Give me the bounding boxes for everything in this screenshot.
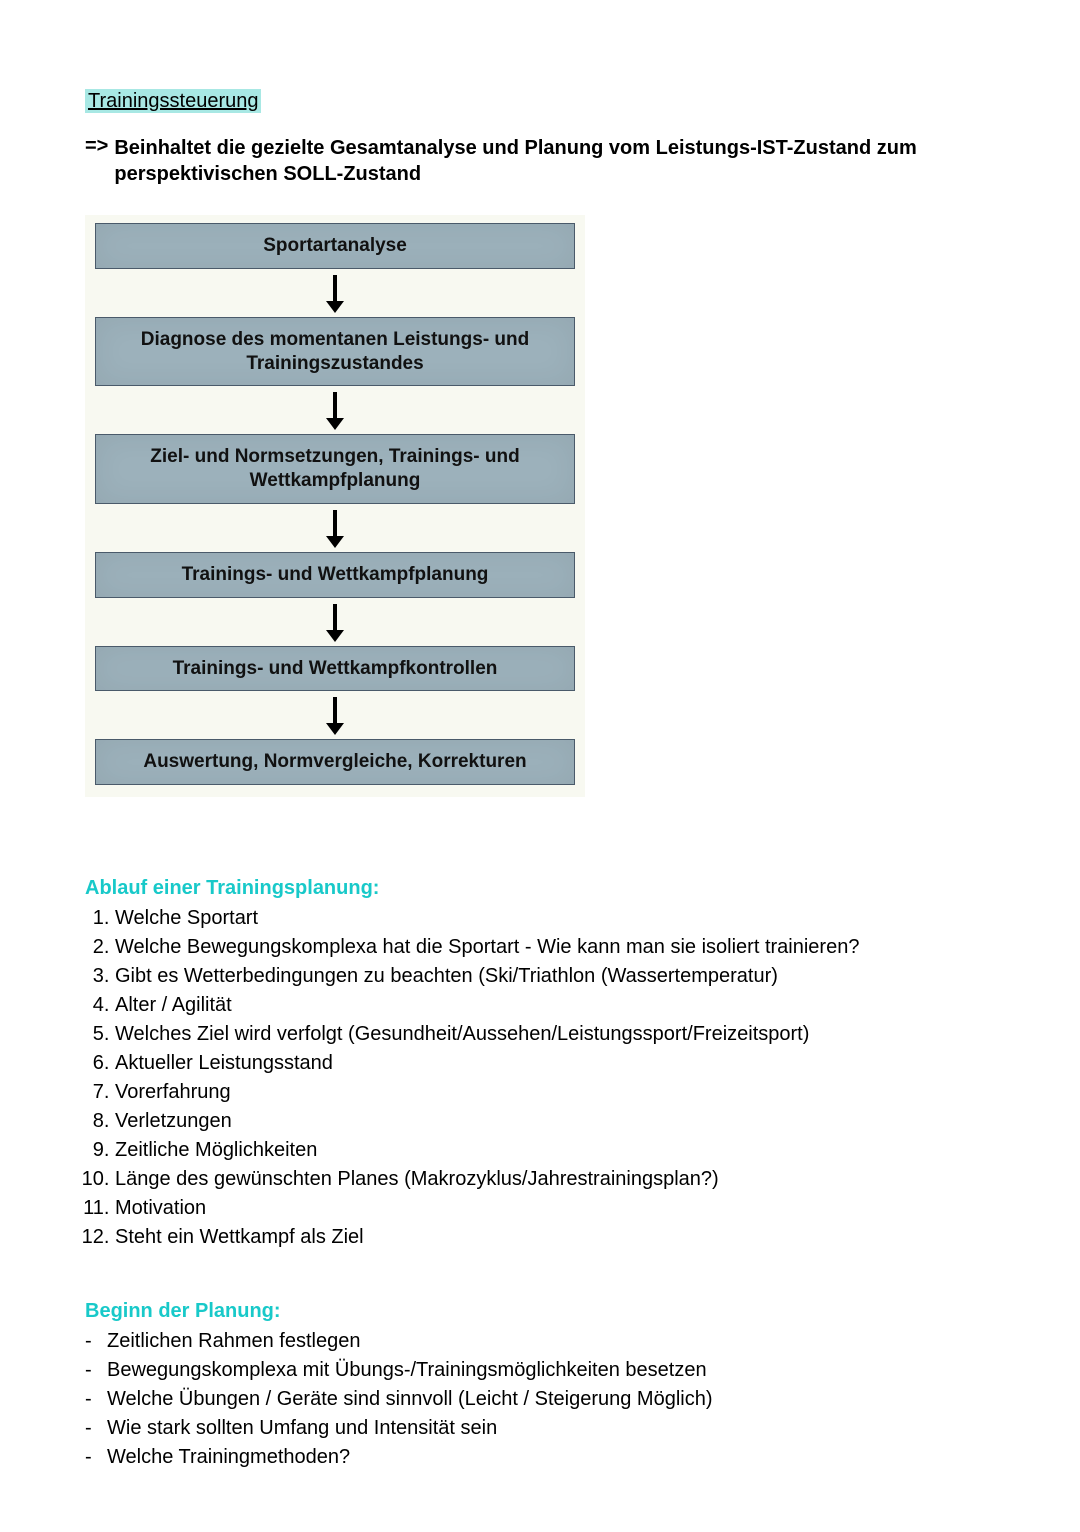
ablauf-item: Motivation bbox=[115, 1194, 995, 1223]
ablauf-item: Verletzungen bbox=[115, 1107, 995, 1136]
lead-text: Beinhaltet die gezielte Gesamtanalyse un… bbox=[114, 135, 995, 187]
flowchart-node: Diagnose des momentanen Leistungs- und T… bbox=[95, 317, 575, 387]
down-arrow-icon bbox=[95, 598, 575, 646]
flowchart-node: Trainings- und Wettkampfplanung bbox=[95, 552, 575, 598]
section-heading-beginn: Beginn der Planung: bbox=[85, 1300, 995, 1323]
dash-icon: - bbox=[85, 1357, 107, 1384]
beginn-item-text: Welche Trainingmethoden? bbox=[107, 1444, 350, 1471]
dash-icon: - bbox=[85, 1444, 107, 1471]
beginn-item: -Zeitlichen Rahmen festlegen bbox=[85, 1327, 995, 1356]
ablauf-list: Welche SportartWelche Bewegungskomplexa … bbox=[85, 904, 995, 1252]
beginn-item: -Bewegungskomplexa mit Übungs-/Trainings… bbox=[85, 1356, 995, 1385]
flowchart-node: Trainings- und Wettkampfkontrollen bbox=[95, 646, 575, 692]
section-heading-ablauf: Ablauf einer Trainingsplanung: bbox=[85, 877, 995, 900]
beginn-item: -Wie stark sollten Umfang und Intensität… bbox=[85, 1414, 995, 1443]
dash-icon: - bbox=[85, 1386, 107, 1413]
beginn-item: -Welche Trainingmethoden? bbox=[85, 1443, 995, 1472]
down-arrow-icon bbox=[95, 691, 575, 739]
ablauf-item: Alter / Agilität bbox=[115, 991, 995, 1020]
dash-icon: - bbox=[85, 1415, 107, 1442]
ablauf-item: Vorerfahrung bbox=[115, 1078, 995, 1107]
ablauf-item: Steht ein Wettkampf als Ziel bbox=[115, 1223, 995, 1252]
beginn-item-text: Wie stark sollten Umfang und Intensität … bbox=[107, 1415, 497, 1442]
flowchart-node: Sportartanalyse bbox=[95, 223, 575, 269]
beginn-item-text: Welche Übungen / Geräte sind sinnvoll (L… bbox=[107, 1386, 713, 1413]
down-arrow-icon bbox=[95, 504, 575, 552]
beginn-item-text: Bewegungskomplexa mit Übungs-/Trainingsm… bbox=[107, 1357, 707, 1384]
beginn-item-text: Zeitlichen Rahmen festlegen bbox=[107, 1328, 360, 1355]
dash-icon: - bbox=[85, 1328, 107, 1355]
ablauf-item: Gibt es Wetterbedingungen zu beachten (S… bbox=[115, 962, 995, 991]
down-arrow-icon bbox=[95, 386, 575, 434]
beginn-list: -Zeitlichen Rahmen festlegen-Bewegungsko… bbox=[85, 1327, 995, 1472]
ablauf-item: Länge des gewünschten Planes (Makrozyklu… bbox=[115, 1165, 995, 1194]
ablauf-item: Welche Sportart bbox=[115, 904, 995, 933]
beginn-item: -Welche Übungen / Geräte sind sinnvoll (… bbox=[85, 1385, 995, 1414]
flowchart: Sportartanalyse Diagnose des momentanen L… bbox=[85, 215, 585, 797]
down-arrow-icon bbox=[95, 269, 575, 317]
ablauf-item: Zeitliche Möglichkeiten bbox=[115, 1136, 995, 1165]
ablauf-item: Welche Bewegungskomplexa hat die Sportar… bbox=[115, 933, 995, 962]
lead-arrow: => bbox=[85, 135, 114, 187]
page-title-wrap: Trainingssteuerung bbox=[85, 90, 995, 113]
page-title: Trainingssteuerung bbox=[85, 89, 261, 113]
lead-block: => Beinhaltet die gezielte Gesamtanalyse… bbox=[85, 135, 995, 187]
ablauf-item: Aktueller Leistungsstand bbox=[115, 1049, 995, 1078]
flowchart-node: Auswertung, Normvergleiche, Korrekturen bbox=[95, 739, 575, 785]
ablauf-item: Welches Ziel wird verfolgt (Gesundheit/A… bbox=[115, 1020, 995, 1049]
document-page: Trainingssteuerung => Beinhaltet die gez… bbox=[0, 0, 1080, 1532]
flowchart-node: Ziel- und Normsetzungen, Trainings- und … bbox=[95, 434, 575, 504]
